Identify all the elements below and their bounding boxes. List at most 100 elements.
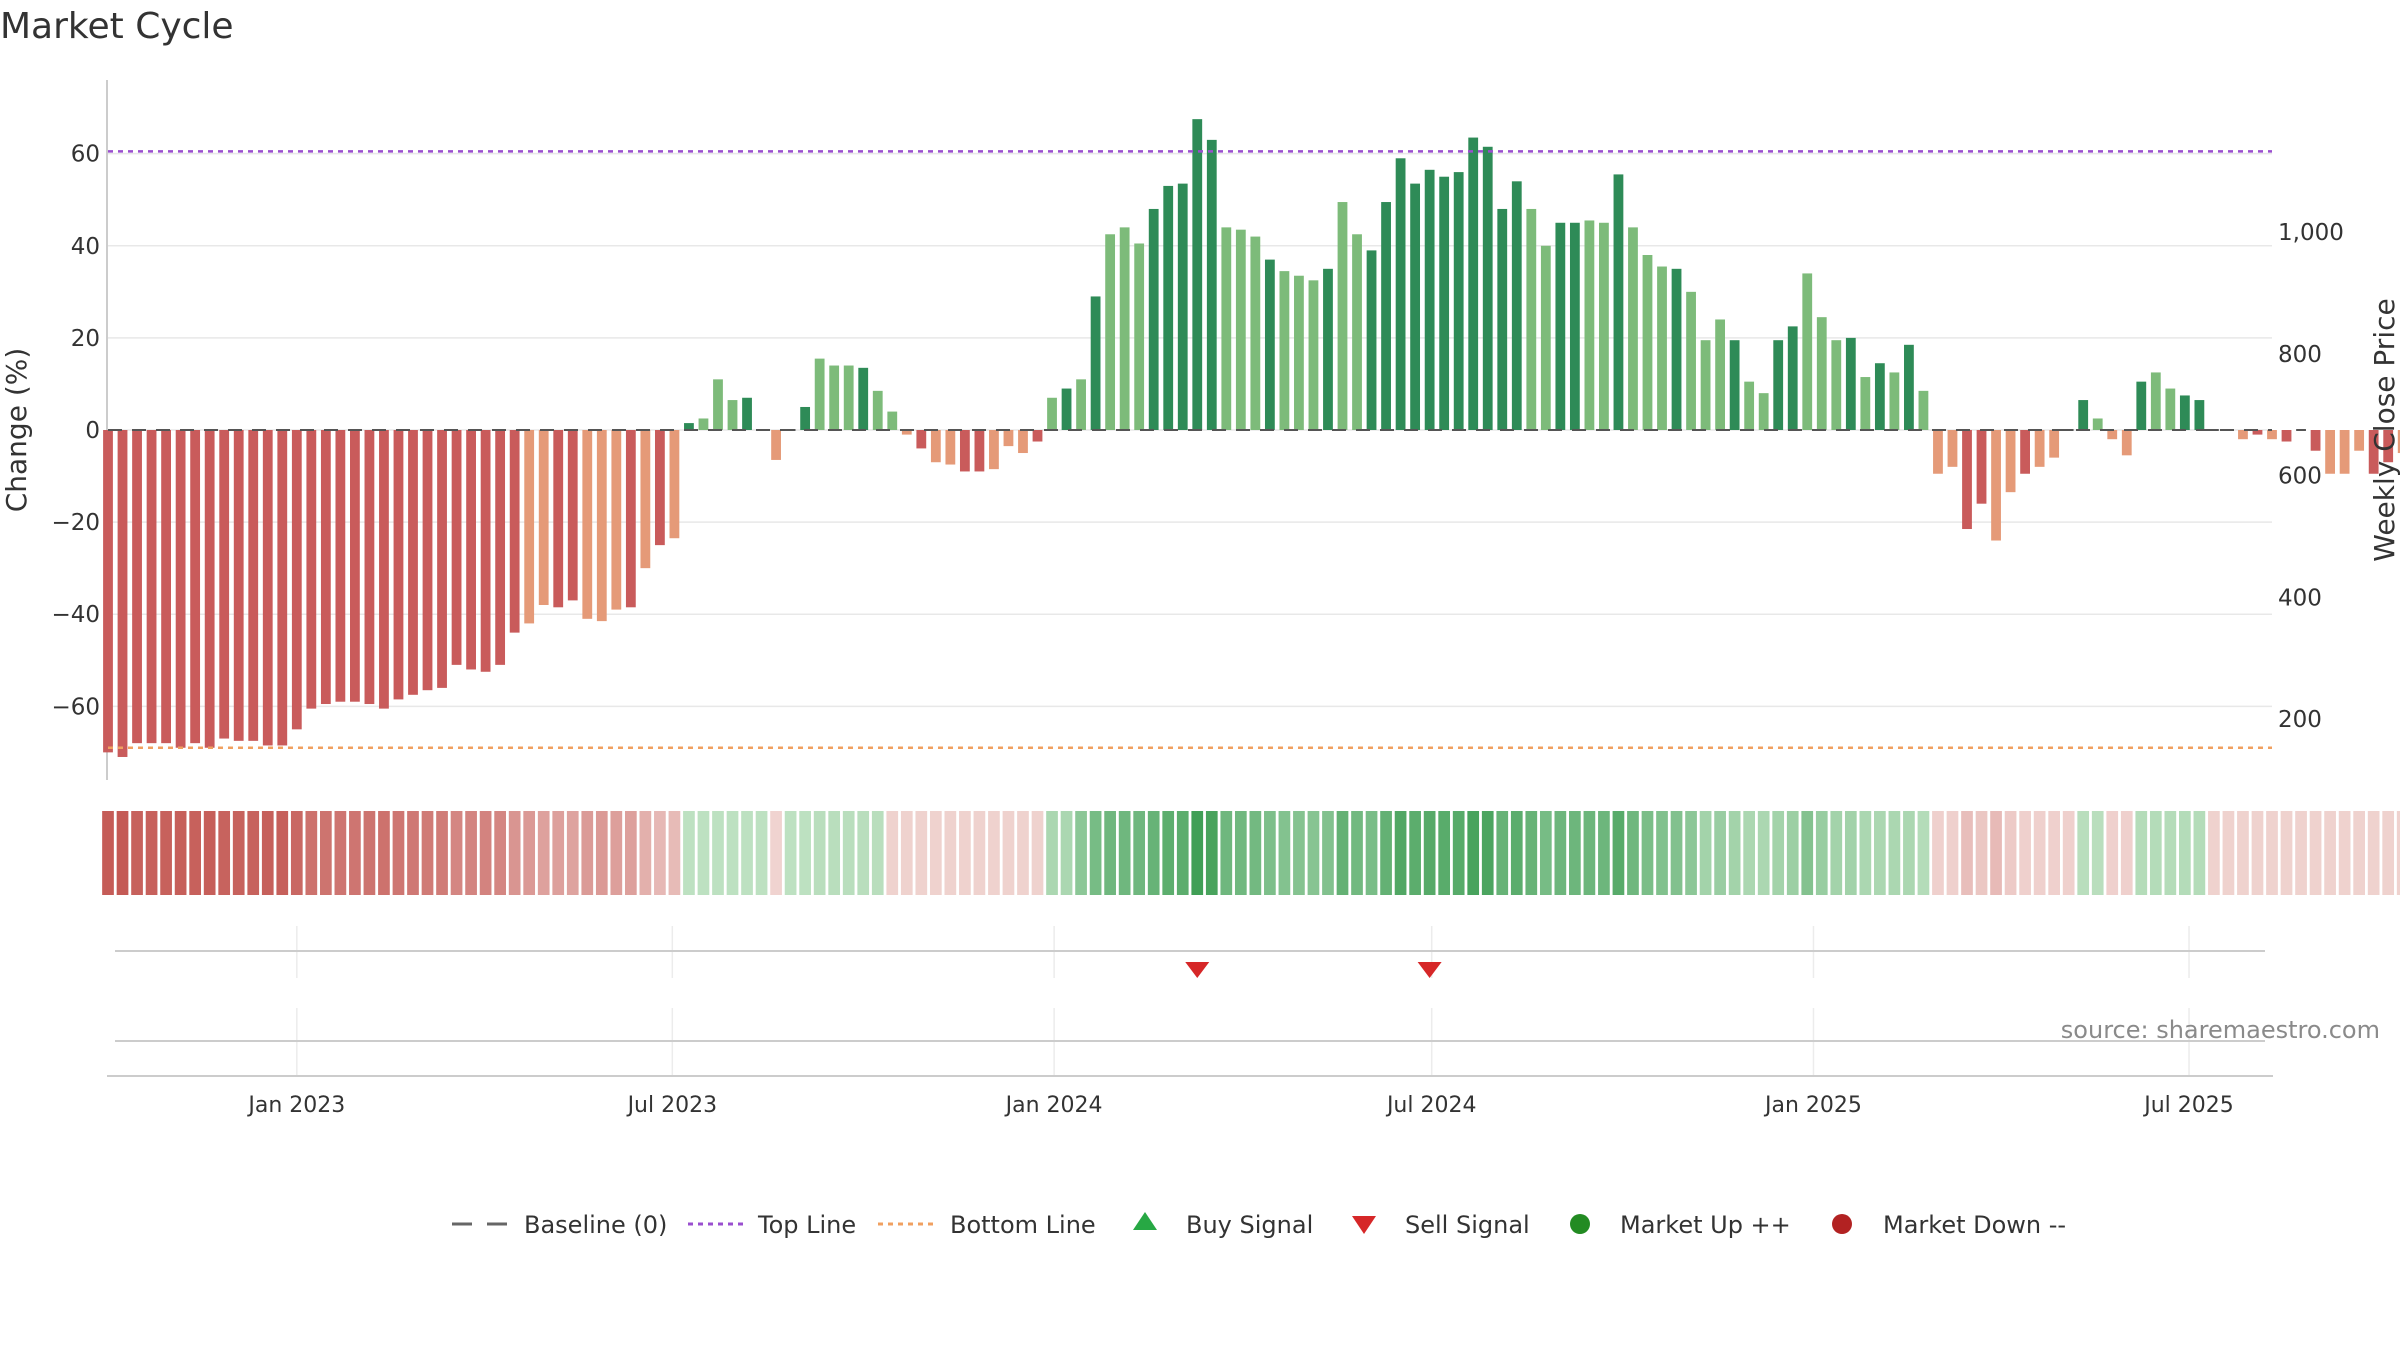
bar: [2179, 395, 2190, 430]
strip-cell: [1990, 811, 2002, 895]
strip-cell: [842, 811, 855, 895]
strip-cell: [1641, 811, 1654, 895]
bar: [2267, 430, 2277, 440]
bar: [843, 365, 854, 430]
strip-cell: [2062, 811, 2075, 895]
strip-cell: [1569, 811, 1581, 895]
strip-cell: [799, 811, 811, 895]
strip-cell: [1365, 811, 1378, 895]
y2-tick-label: 400: [2278, 585, 2322, 611]
bar: [698, 418, 709, 430]
strip-cell: [1118, 811, 1131, 895]
bar: [1061, 388, 1072, 430]
source-note: source: sharemaestro.com: [2061, 1016, 2380, 1044]
strip-cell: [261, 811, 274, 895]
signal-markers: [1185, 962, 1442, 978]
svg-text:Buy Signal: Buy Signal: [1186, 1211, 1313, 1239]
strip-cell: [392, 811, 405, 895]
strip-cell: [2237, 811, 2249, 895]
bar: [509, 430, 520, 633]
bar: [1686, 291, 1696, 430]
x-tick-label: Jan 2023: [246, 1093, 345, 1118]
bar: [567, 430, 578, 601]
strip-cell: [2367, 811, 2380, 895]
strip-cell: [1481, 811, 1494, 895]
y-tick-label: 40: [71, 234, 100, 260]
svg-text:Market Up ++: Market Up ++: [1620, 1211, 1791, 1239]
strip-cell: [1932, 811, 1944, 895]
strip-cell: [1961, 811, 1973, 895]
y-tick-label: −40: [51, 602, 100, 628]
bar: [1235, 229, 1246, 430]
bar: [2383, 430, 2394, 463]
y2-axis-label: Weekly Close Price: [2368, 298, 2400, 561]
bar: [2121, 430, 2132, 456]
bar: [2020, 430, 2031, 474]
bar: [2310, 430, 2321, 451]
strip-cell: [712, 811, 724, 895]
legend-item-market-up: Market Up ++: [1570, 1211, 1791, 1239]
strip-cell: [1278, 811, 1291, 895]
bar: [1584, 220, 1595, 430]
strip-cell: [1656, 811, 1668, 895]
bar: [1206, 139, 1217, 431]
bar: [233, 430, 244, 741]
bar: [1831, 340, 1842, 430]
strip-cell: [523, 811, 536, 895]
bar: [1947, 430, 1958, 467]
strip-cell: [494, 811, 506, 895]
x-tick-label: Jan 2025: [1763, 1093, 1862, 1118]
bar: [1671, 268, 1682, 430]
strip-cell: [378, 811, 390, 895]
bar: [640, 430, 651, 569]
strip-cell: [959, 811, 971, 895]
bar: [1729, 340, 1740, 430]
strip-cell: [2091, 811, 2104, 895]
strip-cell: [1510, 811, 1523, 895]
bar: [161, 430, 171, 744]
strip-cell: [479, 811, 492, 895]
bar: [1105, 234, 1116, 430]
strip-cell: [1205, 811, 1218, 895]
strip-cell: [900, 811, 913, 895]
bar: [1569, 222, 1580, 430]
bar: [1657, 266, 1667, 430]
strip-cell: [2396, 811, 2400, 895]
bar: [2194, 400, 2205, 430]
bar: [2325, 430, 2335, 474]
bar: [480, 430, 491, 672]
bar: [1962, 430, 1972, 530]
bar: [1076, 379, 1086, 430]
bar: [1482, 146, 1493, 431]
strip-cell: [595, 811, 608, 895]
strip-cell: [1975, 811, 1988, 895]
strip-cell: [1801, 811, 1814, 895]
bar: [1816, 317, 1827, 430]
bar: [2397, 430, 2400, 454]
bar: [901, 430, 912, 435]
strip-cell: [2338, 811, 2351, 895]
market-panel: Jan 2023 Jul 2023 Jan 2024 Jul 2024 Jan 2025…: [107, 1008, 2273, 1118]
bar: [320, 430, 331, 705]
strip-cell: [1264, 811, 1276, 895]
bar: [2034, 430, 2045, 467]
bar: [1221, 227, 1232, 430]
strip-cell: [2251, 811, 2264, 895]
bar: [1889, 372, 1900, 430]
strip-cell: [2019, 811, 2031, 895]
bar: [713, 379, 723, 430]
bar: [1874, 363, 1885, 430]
strip-cell: [1234, 811, 1247, 895]
legend: Baseline (0) Top Line Bottom Line Buy Si…: [452, 1211, 2066, 1239]
strip-cell: [1699, 811, 1712, 895]
legend-item-buy-signal: Buy Signal: [1133, 1211, 1313, 1239]
strip-cell: [1946, 811, 1959, 895]
bar: [1279, 271, 1290, 430]
bar: [291, 430, 302, 730]
bar: [1802, 273, 1813, 430]
strip-cell: [320, 811, 332, 895]
bar: [1294, 275, 1304, 430]
bar: [1032, 430, 1043, 442]
bar: [349, 430, 360, 702]
legend-item-baseline: Baseline (0): [452, 1211, 667, 1239]
